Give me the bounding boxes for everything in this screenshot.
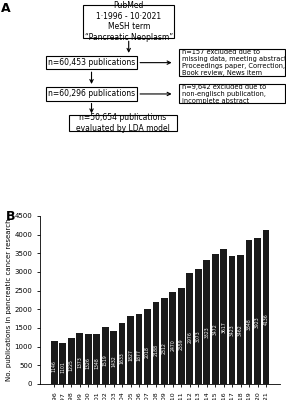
Text: n=60,296 publications: n=60,296 publications [48,90,135,98]
Text: 2470: 2470 [170,339,175,351]
Text: 4136: 4136 [263,313,269,325]
Bar [263,230,269,384]
Bar [136,314,142,384]
Text: 3472: 3472 [213,324,218,336]
Bar [229,256,235,384]
FancyBboxPatch shape [179,84,285,104]
Bar [170,292,176,384]
Bar [68,338,75,384]
Text: 1877: 1877 [136,348,142,360]
Bar [237,255,244,384]
Text: 3617: 3617 [221,321,226,333]
Bar [195,269,202,384]
Text: n=9,642 excluded due to
non-englisch publication,
incomplete abstract: n=9,642 excluded due to non-englisch pub… [182,84,267,104]
Text: 3323: 3323 [204,326,209,338]
Bar [102,327,108,384]
Text: 1633: 1633 [120,352,125,364]
FancyBboxPatch shape [46,56,137,69]
Bar [161,298,168,384]
Bar [144,309,151,384]
Text: 2312: 2312 [162,342,167,354]
Text: 1373: 1373 [77,356,82,368]
Text: 2188: 2188 [153,344,158,356]
Text: A: A [1,2,10,15]
Text: 1225: 1225 [69,359,74,371]
Text: 1519: 1519 [103,354,108,366]
Bar [93,334,100,384]
Text: 3848: 3848 [247,318,252,330]
Text: 1827: 1827 [128,349,133,361]
Bar [85,334,92,384]
Bar [110,330,117,384]
FancyBboxPatch shape [83,5,174,38]
Bar [254,238,261,384]
Text: 1326: 1326 [86,357,91,369]
Bar [186,273,193,384]
Bar [203,260,210,384]
FancyBboxPatch shape [179,49,285,76]
Text: n=157 excluded due to
missing data, meeting abstract,
Proceedings paper, Correct: n=157 excluded due to missing data, meet… [182,49,286,76]
Text: 2976: 2976 [187,331,192,343]
Bar [51,341,58,384]
Bar [212,254,219,384]
Bar [76,333,83,384]
Bar [127,316,134,384]
Bar [152,302,159,384]
Text: 2018: 2018 [145,346,150,358]
Bar [178,288,185,384]
Bar [119,323,126,384]
Y-axis label: No. publications in pancreatic cancer research: No. publications in pancreatic cancer re… [6,219,12,381]
Text: 3073: 3073 [196,330,201,342]
Bar [246,240,253,384]
Text: 1432: 1432 [111,356,116,368]
Text: n=50,654 publications
evaluated by LDA model: n=50,654 publications evaluated by LDA m… [76,114,170,133]
Text: 1348: 1348 [94,357,99,369]
Text: n=60,453 publications: n=60,453 publications [48,58,135,67]
Text: 3923: 3923 [255,317,260,328]
Text: 3423: 3423 [230,324,235,336]
Text: 3462: 3462 [238,324,243,336]
FancyBboxPatch shape [46,87,137,101]
Bar [220,249,227,384]
FancyBboxPatch shape [69,115,177,131]
Text: 1101: 1101 [60,361,65,373]
Text: PubMed
1·1996 - 10·2021
MeSH term
“Pancreatic Neoplasm”: PubMed 1·1996 - 10·2021 MeSH term “Pancr… [85,2,173,42]
Text: 2559: 2559 [179,338,184,350]
Text: 1146: 1146 [52,360,57,372]
Text: B: B [6,210,15,223]
Bar [59,343,66,384]
